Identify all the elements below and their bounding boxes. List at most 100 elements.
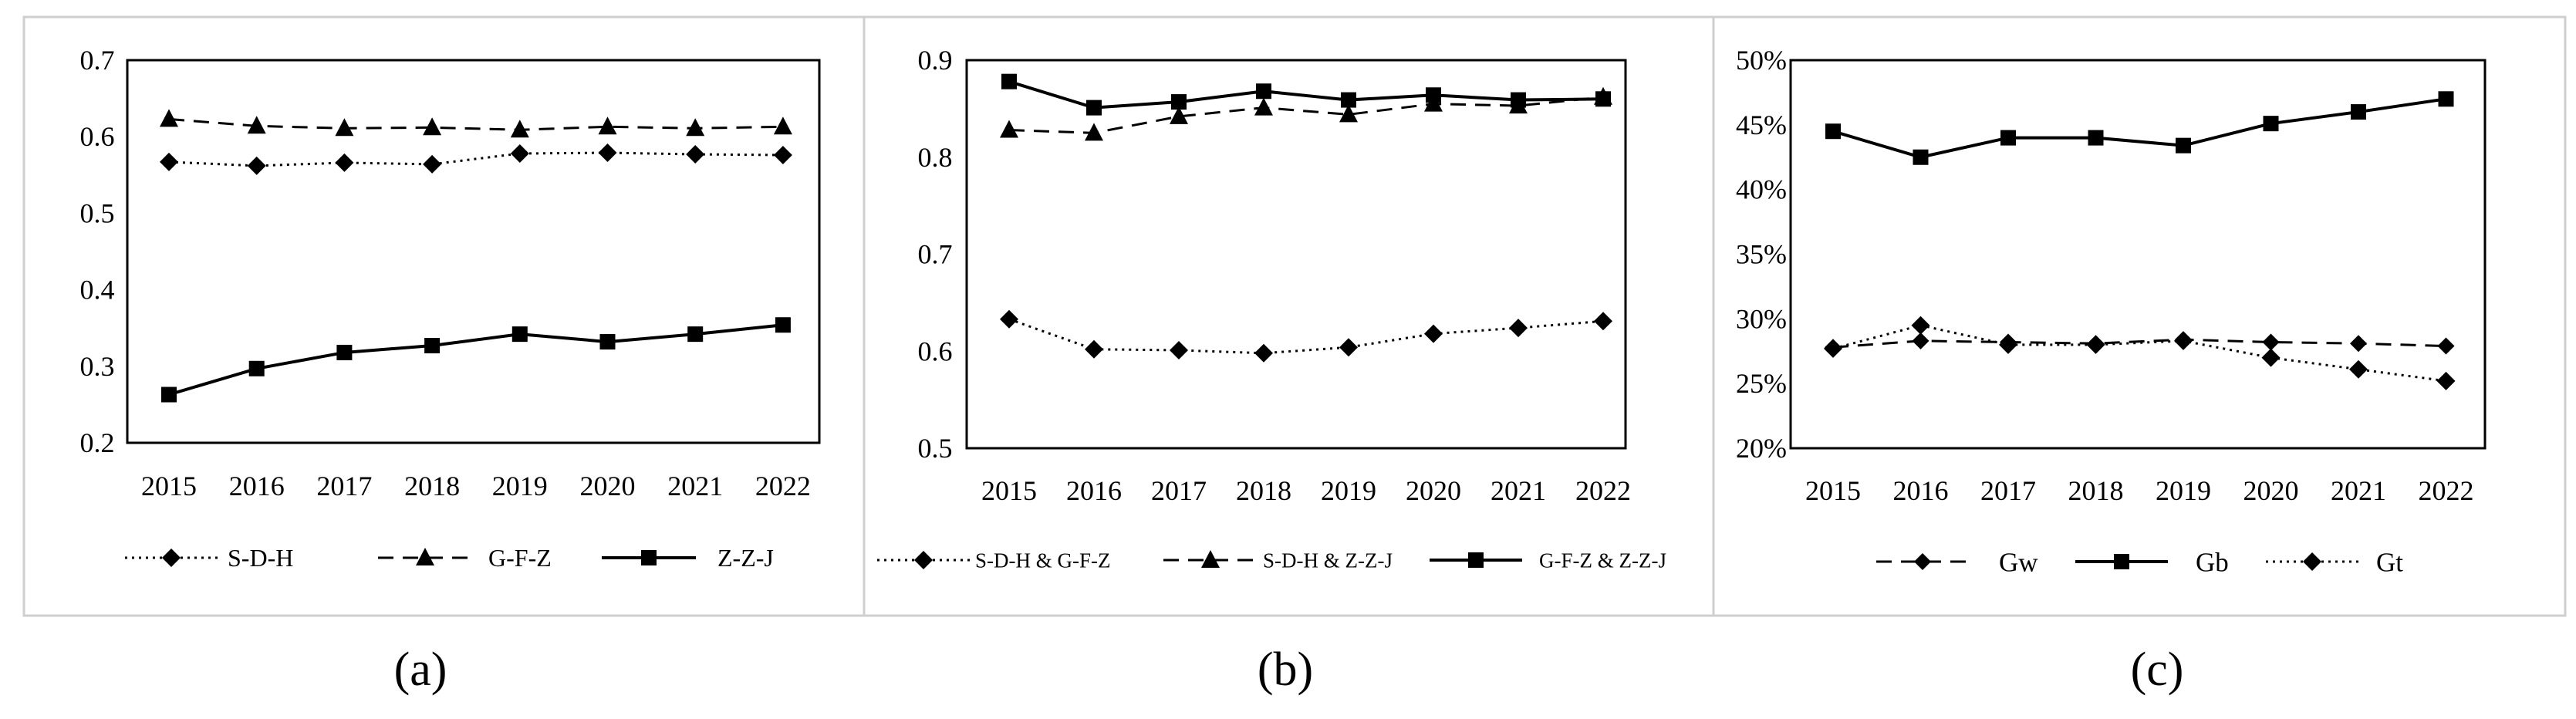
data-point: [1254, 97, 1273, 116]
series-S-D-H & G-F-Z: [1000, 309, 1612, 363]
x-tick-label: 2017: [316, 471, 372, 501]
x-tick-label: 2016: [1893, 475, 1949, 506]
data-point: [2436, 371, 2456, 390]
data-point: [1001, 73, 1017, 89]
series-line: [1832, 338, 2446, 349]
data-point: [1912, 332, 1929, 349]
panel-label: (c): [2131, 643, 2184, 696]
data-point: [424, 338, 441, 354]
data-point: [2176, 137, 2191, 154]
data-point: [2438, 91, 2454, 107]
data-point: [775, 317, 791, 333]
panel-label: (b): [1258, 643, 1313, 696]
legend-marker: [162, 549, 181, 567]
data-point: [336, 344, 353, 360]
data-point: [2351, 104, 2366, 120]
data-point: [161, 387, 177, 403]
data-point: [1171, 94, 1187, 110]
y-tick-label: 0.7: [80, 45, 115, 76]
data-point: [2262, 333, 2280, 351]
legend-marker: [2303, 552, 2321, 571]
legend-marker: [914, 551, 933, 569]
legend-label: Gb: [2196, 547, 2229, 577]
data-point: [510, 144, 529, 164]
data-point: [2350, 335, 2367, 353]
x-tick-label: 2016: [1066, 475, 1122, 506]
series-S-D-H: [160, 143, 792, 175]
data-point: [1911, 316, 1930, 335]
data-point: [2437, 337, 2455, 355]
x-tick-label: 2021: [1491, 475, 1546, 506]
data-point: [1254, 343, 1273, 363]
series-G-F-Z: [160, 109, 792, 138]
data-point: [1000, 120, 1018, 138]
x-tick-label: 2020: [1406, 475, 1461, 506]
x-tick-label: 2017: [1151, 475, 1207, 506]
y-tick-label: 0.8: [918, 142, 953, 173]
data-point: [160, 109, 178, 127]
x-tick-label: 2021: [2331, 475, 2386, 506]
data-point: [773, 116, 792, 135]
data-point: [248, 360, 265, 376]
x-tick-label: 2015: [981, 475, 1037, 506]
data-point: [1339, 338, 1358, 357]
data-point: [598, 116, 617, 135]
data-point: [1000, 309, 1018, 329]
series-line: [1008, 96, 1604, 134]
legend-label: Z-Z-J: [717, 544, 774, 572]
series-line: [168, 117, 783, 131]
data-point: [2174, 331, 2193, 350]
data-point: [2000, 130, 2016, 146]
x-tick-label: 2020: [580, 471, 636, 501]
data-point: [2261, 348, 2281, 367]
y-tick-label: 0.2: [80, 427, 115, 458]
chart-c: 20% 25% 30% 35% 40% 45% 50% 2015 2016 2017 2018 201…: [1736, 45, 2487, 696]
legend-label: G-F-Z & Z-Z-J: [1539, 549, 1666, 572]
data-point: [1595, 91, 1611, 107]
series-Gw: [1825, 331, 2455, 356]
legend-label: G-F-Z: [488, 544, 552, 572]
legend-item: G-F-Z: [378, 544, 552, 572]
data-point: [2088, 130, 2104, 146]
data-point: [1825, 123, 1841, 140]
y-tick-label: 45%: [1736, 110, 1787, 140]
legend-label: S-D-H: [228, 544, 293, 572]
x-tick-label: 2019: [492, 471, 548, 501]
data-point: [247, 116, 266, 134]
legend-label: S-D-H & Z-Z-J: [1263, 549, 1393, 572]
data-point: [2349, 360, 2368, 379]
series-line: [1832, 324, 2446, 383]
chart-a: 0.2 0.3 0.4 0.5 0.6 0.7 2015 2016 2017 2018 2019 20…: [80, 45, 821, 696]
y-tick-label: 20%: [1736, 433, 1787, 464]
legend-marker: [416, 548, 434, 565]
series-line: [1008, 79, 1604, 110]
y-tick-label: 0.5: [918, 433, 953, 464]
series-Gb: [1825, 91, 2454, 165]
x-tick-label: 2022: [1575, 475, 1631, 506]
x-tick-label: 2016: [229, 471, 285, 501]
data-point: [247, 156, 266, 175]
x-tick-label: 2018: [2068, 475, 2124, 506]
data-point: [1256, 83, 1271, 100]
x-tick-label: 2022: [755, 471, 811, 501]
data-point: [1594, 312, 1612, 331]
y-tick-label: 40%: [1736, 174, 1787, 205]
data-point: [423, 154, 442, 174]
figure-frame: [22, 15, 2567, 617]
legend-marker: [641, 550, 657, 565]
y-tick-label: 35%: [1736, 239, 1787, 270]
data-point: [1511, 92, 1526, 108]
x-tick-label: 2019: [1321, 475, 1376, 506]
legend-marker: [1201, 550, 1220, 568]
y-tick-label: 30%: [1736, 303, 1787, 334]
data-point: [1170, 340, 1188, 360]
data-point: [598, 143, 617, 163]
series-Gt: [1824, 316, 2456, 390]
x-tick-label: 2015: [1805, 475, 1861, 506]
y-tick-label: 25%: [1736, 368, 1787, 399]
series-G-F-Z & Z-Z-J: [1001, 73, 1611, 116]
data-point: [160, 152, 178, 171]
legend-item: S-D-H: [125, 544, 293, 572]
y-tick-label: 0.5: [80, 197, 115, 228]
data-point: [335, 118, 354, 137]
